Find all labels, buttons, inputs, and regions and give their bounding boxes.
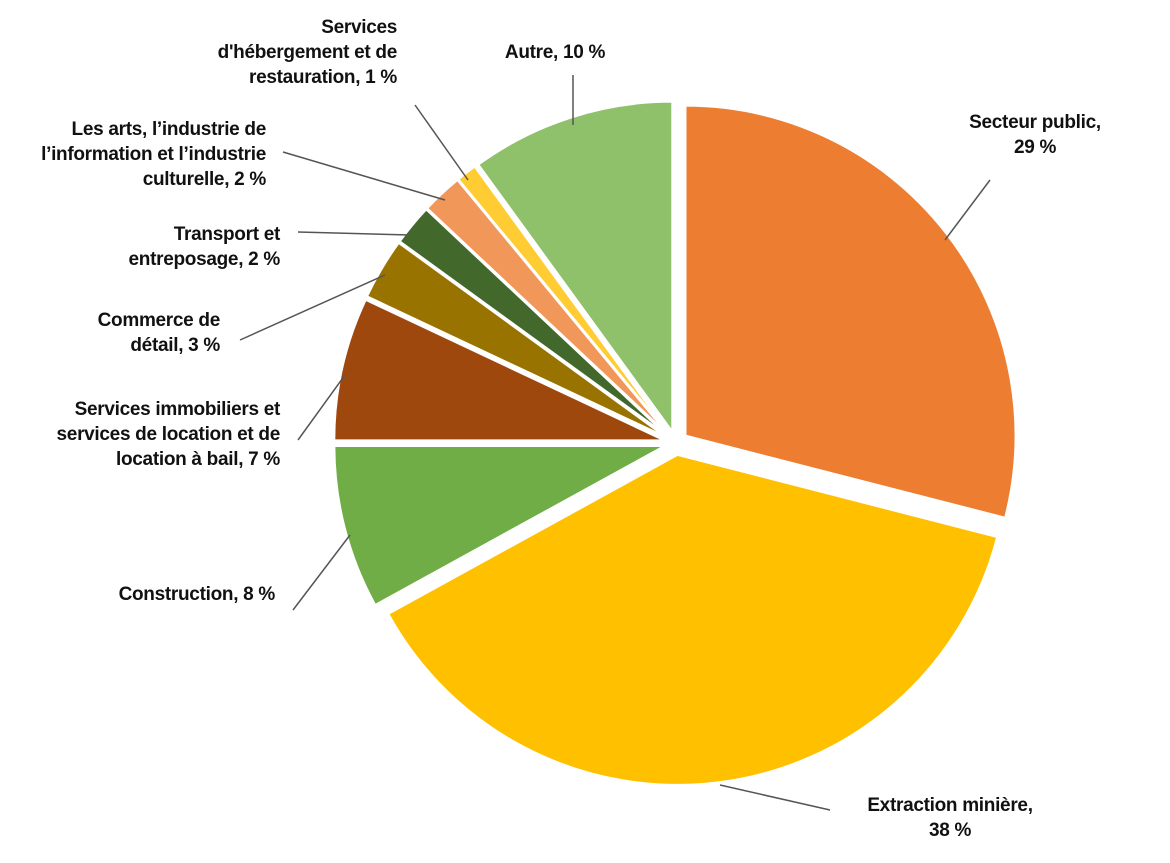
pie-slice-4 [333,298,665,442]
data-label-8: Services d'hébergement et de restauratio… [217,17,398,88]
pie-slice-5 [365,241,667,438]
data-label-9: Autre, 10 % [504,42,606,63]
leader-line-3 [292,534,351,611]
data-label-4: Services immobiliers et services de loca… [56,399,281,470]
leader-line-4 [297,374,346,441]
pie-slice-7 [425,178,669,435]
pie-slice-9 [476,100,674,435]
data-label-2: Extraction minière, 38 % [867,795,1033,841]
data-label-7: Les arts, l’industrie de l’information e… [41,119,266,190]
pie-slice-1 [684,104,1017,519]
data-label-6: Transport et entreposage, 2 % [128,224,281,270]
leader-line-2 [719,784,831,811]
leader-line-7 [282,151,446,201]
pie-slice-8 [456,165,670,435]
leader-line-6 [297,231,411,236]
pie-slice-2 [386,453,999,786]
data-label-3: Construction, 8 % [118,584,276,605]
leader-line-1 [944,179,991,241]
data-label-5: Commerce de détail, 3 % [97,310,221,356]
leader-line-8 [414,104,469,181]
leader-line-5 [239,274,386,341]
pie-slice-6 [398,208,668,437]
data-label-1: Secteur public, 29 % [969,112,1101,158]
pie-slice-3 [333,444,665,607]
